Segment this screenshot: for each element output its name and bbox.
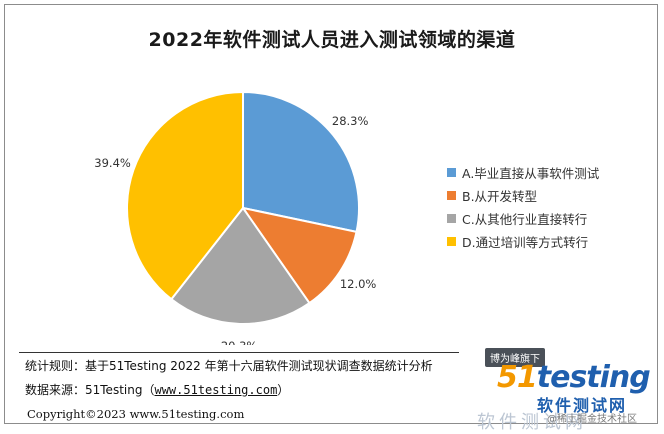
data-label-a: 28.3% (332, 114, 369, 128)
pie-slice-d (126, 90, 244, 301)
logo-cn-name: 软件测试网 (537, 396, 628, 415)
chart-frame: 2022年软件测试人员进入测试领域的渠道 28.3% 12.0% 20.3% 39.4… (4, 4, 660, 433)
legend-label-a: A.毕业直接从事软件测试 (462, 166, 600, 181)
logo-cn-shadow: 软件测试网 (477, 412, 587, 433)
data-source-suffix: ） (277, 383, 290, 397)
legend-label-c: C.从其他行业直接转行 (462, 212, 588, 227)
logo-brand-text: testing (536, 360, 651, 395)
legend-item-c: C.从其他行业直接转行 (447, 207, 599, 230)
legend-swatch-d (447, 237, 456, 246)
data-source-note: 数据来源：51Testing（www.51testing.com） (25, 381, 289, 398)
footer-divider (19, 352, 459, 353)
legend-swatch-a (447, 168, 456, 177)
legend-label-b: B.从开发转型 (462, 189, 538, 204)
data-source-prefix: 数据来源：51Testing（ (25, 383, 155, 397)
logo-badge: 博为峰旗下 (485, 348, 545, 367)
copyright-text: Copyright©2023 www.51testing.com (27, 407, 245, 421)
chart-title: 2022年软件测试人员进入测试领域的渠道 (148, 29, 516, 51)
logo-subtext: @稀土掘金技术社区 (547, 414, 637, 425)
legend: A.毕业直接从事软件测试 B.从开发转型 C.从其他行业直接转行 D.通过培训等… (447, 161, 599, 253)
legend-swatch-c (447, 214, 456, 223)
logo-brand-num: 51 (497, 360, 538, 395)
legend-swatch-b (447, 191, 456, 200)
pie-slice-b (240, 206, 358, 305)
data-label-d: 39.4% (94, 156, 131, 170)
legend-item-a: A.毕业直接从事软件测试 (447, 161, 599, 184)
legend-item-b: B.从开发转型 (447, 184, 599, 207)
brand-logo: 博为峰旗下 51testing 软件测试网 软件测试网 @稀土掘金技术社区 (475, 348, 660, 433)
data-label-c: 20.3% (221, 339, 258, 345)
stat-rule-note: 统计规则：基于51Testing 2022 年第十六届软件测试现状调查数据统计分… (25, 359, 433, 373)
pie-chart: 28.3% 12.0% 20.3% 39.4% (94, 90, 377, 345)
data-label-b: 12.0% (340, 277, 377, 291)
logo-brand: 51testing (497, 360, 651, 395)
data-source-link[interactable]: www.51testing.com (154, 383, 278, 397)
pie-slice-c (169, 206, 311, 325)
legend-label-d: D.通过培训等方式转行 (462, 235, 589, 250)
pie-slice-a (242, 90, 360, 234)
legend-item-d: D.通过培训等方式转行 (447, 230, 599, 253)
